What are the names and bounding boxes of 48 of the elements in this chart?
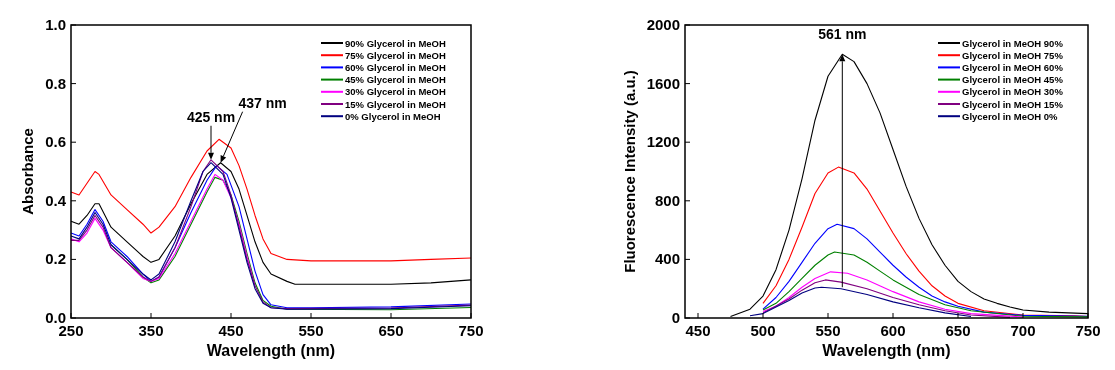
- x-tick-label: 550: [298, 322, 324, 339]
- annotation: 437 nm: [238, 94, 287, 111]
- y-axis-title: Absorbance: [19, 128, 36, 215]
- x-tick-label: 450: [685, 322, 711, 339]
- x-tick-label: 750: [1075, 322, 1101, 339]
- x-tick-label: 650: [945, 322, 971, 339]
- y-tick-label: 0: [671, 309, 680, 326]
- y-tick-label: 1600: [646, 74, 680, 92]
- legend-label: 15% Glycerol in MeOH: [345, 98, 446, 110]
- y-axis-title: Fluorescence Intensity (a.u.): [621, 70, 638, 273]
- line-series: [762, 251, 1089, 318]
- legend-label: Glycerol in MeOH 15%: [962, 98, 1064, 110]
- legend-label: Glycerol in MeOH 0%: [962, 110, 1059, 122]
- y-tick-label: 0.6: [45, 133, 66, 151]
- x-axis-title: Wavelength (nm): [206, 342, 336, 359]
- legend-label: 45% Glycerol in MeOH: [345, 74, 446, 86]
- x-tick-label: 350: [138, 322, 164, 339]
- legend-label: 30% Glycerol in MeOH: [345, 86, 446, 98]
- y-tick-label: 400: [654, 250, 680, 268]
- line-series: [762, 271, 1024, 318]
- x-tick-label: 750: [458, 322, 484, 339]
- line-series: [749, 286, 972, 318]
- x-tick-label: 450: [218, 322, 244, 339]
- line-series: [70, 138, 472, 262]
- y-tick-label: 0.4: [45, 191, 67, 209]
- legend-label: Glycerol in MeOH 30%: [962, 86, 1064, 98]
- x-tick-label: 650: [378, 322, 404, 339]
- y-tick-label: 800: [654, 191, 680, 209]
- x-tick-label: 600: [880, 322, 906, 339]
- legend-label: 75% Glycerol in MeOH: [345, 49, 446, 61]
- x-tick-label: 700: [1010, 322, 1036, 339]
- legend-label: Glycerol in MeOH 45%: [962, 74, 1064, 86]
- y-tick-label: 0.2: [45, 250, 66, 268]
- legend-label: 60% Glycerol in MeOH: [345, 61, 446, 73]
- legend-label: Glycerol in MeOH 60%: [962, 61, 1064, 73]
- y-tick-label: 2000: [646, 16, 680, 33]
- x-axis-title: Wavelength (nm): [822, 342, 951, 359]
- x-tick-label: 550: [815, 322, 841, 339]
- y-tick-label: 1.0: [45, 16, 66, 33]
- y-tick-label: 0.8: [45, 74, 66, 92]
- legend-label: Glycerol in MeOH 75%: [962, 49, 1064, 61]
- legend-label: 90% Glycerol in MeOH: [345, 37, 446, 49]
- annotation: 561 nm: [818, 26, 867, 43]
- x-tick-label: 500: [750, 322, 776, 339]
- y-tick-label: 1200: [646, 133, 680, 151]
- annotation: 425 nm: [186, 108, 236, 125]
- legend-label: Glycerol in MeOH 90%: [962, 37, 1064, 49]
- legend-label: 0% Glycerol in MeOH: [345, 110, 441, 122]
